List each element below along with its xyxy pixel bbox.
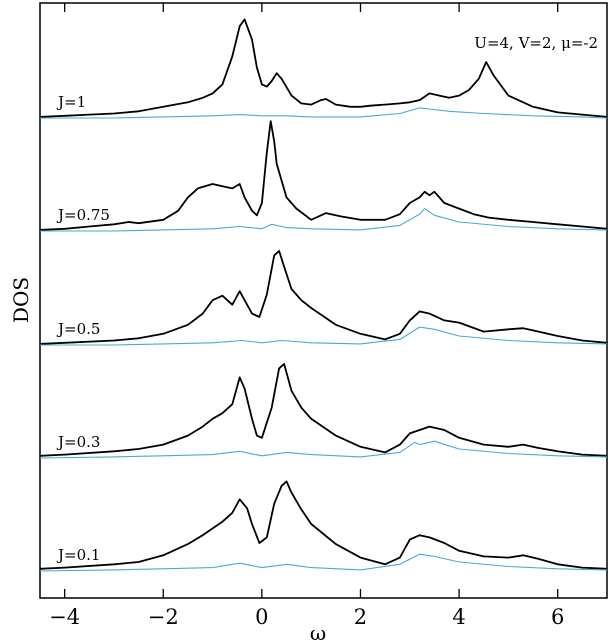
dos-partial-line xyxy=(39,553,608,572)
panel: J=0.75 xyxy=(39,120,608,232)
y-axis-label: DOS xyxy=(9,277,33,323)
dos-partial-line xyxy=(40,107,608,119)
x-axis-label: ω xyxy=(310,621,326,644)
x-tick-label: −2 xyxy=(148,605,179,629)
panel: J=0.5 xyxy=(39,249,608,346)
dos-partial-line xyxy=(40,208,608,232)
annotation-label: U=4, V=2, μ=-2 xyxy=(474,34,598,52)
x-tick-label: 6 xyxy=(551,605,564,629)
dos-total-line xyxy=(39,18,608,118)
panel-label: J=0.1 xyxy=(56,546,100,564)
x-tick-label: 0 xyxy=(255,605,268,629)
panel-label: J=0.5 xyxy=(56,320,100,338)
panel: J=1 xyxy=(39,18,608,119)
dos-partial-line xyxy=(40,326,608,346)
x-tick-label: 4 xyxy=(452,605,465,629)
x-tick-label: −4 xyxy=(49,605,80,629)
panels: J=1 J=0.75 J=0.5 J=0.3 J=0.1 xyxy=(39,18,608,572)
panel-label: J=0.75 xyxy=(56,206,110,224)
x-tick-label: 2 xyxy=(354,605,367,629)
dos-total-line xyxy=(39,120,608,231)
dos-partial-line xyxy=(39,440,608,459)
panel: J=0.1 xyxy=(39,480,608,572)
x-ticks: −4 −2 0 2 4 6 xyxy=(49,3,564,629)
dos-total-line xyxy=(39,362,608,457)
dos-total-line xyxy=(39,249,608,345)
panel: J=0.3 xyxy=(39,362,608,459)
panel-label: J=1 xyxy=(56,93,86,111)
dos-total-line xyxy=(39,480,608,570)
panel-label: J=0.3 xyxy=(56,433,100,451)
plot-frame xyxy=(39,2,608,599)
